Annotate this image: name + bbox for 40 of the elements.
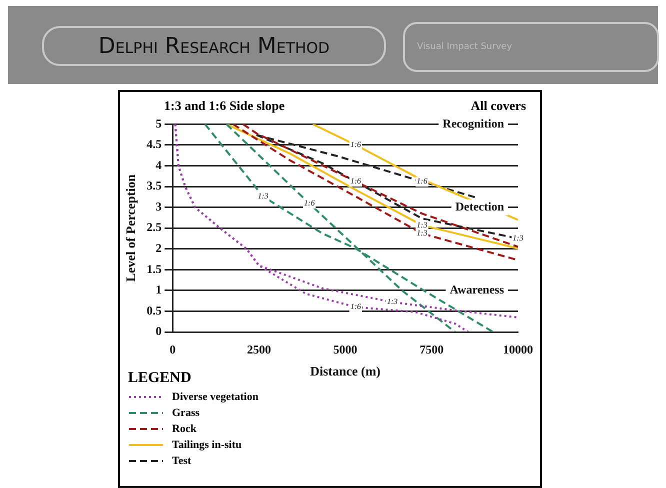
- y-tick-label: 0: [156, 324, 162, 338]
- x-tick-label: 10000: [503, 342, 533, 356]
- annotation: Detection: [455, 199, 504, 214]
- y-tick-label: 4: [156, 158, 162, 172]
- annotation: Awareness: [450, 282, 504, 297]
- legend-label: Test: [172, 455, 192, 467]
- y-tick-label: 4.5: [146, 137, 162, 152]
- y-tick-label: 2.5: [146, 220, 162, 234]
- annotation: 1:3: [416, 220, 428, 230]
- annotation: 1:3: [512, 234, 524, 243]
- y-tick-label: 1: [156, 282, 162, 297]
- annotation: 1:3: [386, 297, 398, 306]
- x-axis-title: Distance (m): [310, 364, 381, 379]
- annotation: 1:3: [416, 228, 428, 238]
- chart-title: Delphi Research Method: [98, 34, 330, 58]
- x-tick-label: 0: [170, 342, 176, 356]
- annotation: Recognition: [442, 116, 504, 130]
- y-tick-label: 1.5: [146, 262, 162, 276]
- y-tick-label: 3.5: [146, 178, 162, 193]
- legend-label: Diverse vegetation: [172, 391, 258, 403]
- legend-label: Rock: [172, 423, 196, 435]
- annotation: 1:3: [258, 192, 268, 201]
- x-tick-label: 2500: [246, 342, 271, 356]
- y-tick-label: 0.5: [146, 303, 162, 318]
- annotation: 1:6: [304, 198, 315, 208]
- x-tick-label: 7500: [420, 342, 444, 356]
- x-tick-label: 5000: [333, 342, 358, 356]
- annotation: 1:6: [350, 140, 361, 150]
- y-axis-title: Level of Perception: [123, 174, 138, 282]
- annotation: 1:6: [416, 176, 428, 186]
- annotation: 1:6: [350, 176, 361, 186]
- chart-subtitle: 1:3 and 1:6 Side slope: [164, 98, 285, 114]
- legend-label: Grass: [172, 407, 200, 419]
- legend-title: LEGEND: [128, 370, 192, 386]
- y-tick-label: 2: [156, 240, 162, 255]
- annotation: 1:6: [350, 302, 361, 312]
- text: All covers: [470, 98, 526, 114]
- y-tick-label: 3: [156, 199, 162, 214]
- legend-label: Tailings in-situ: [172, 439, 242, 451]
- y-tick-label: 5: [156, 116, 162, 130]
